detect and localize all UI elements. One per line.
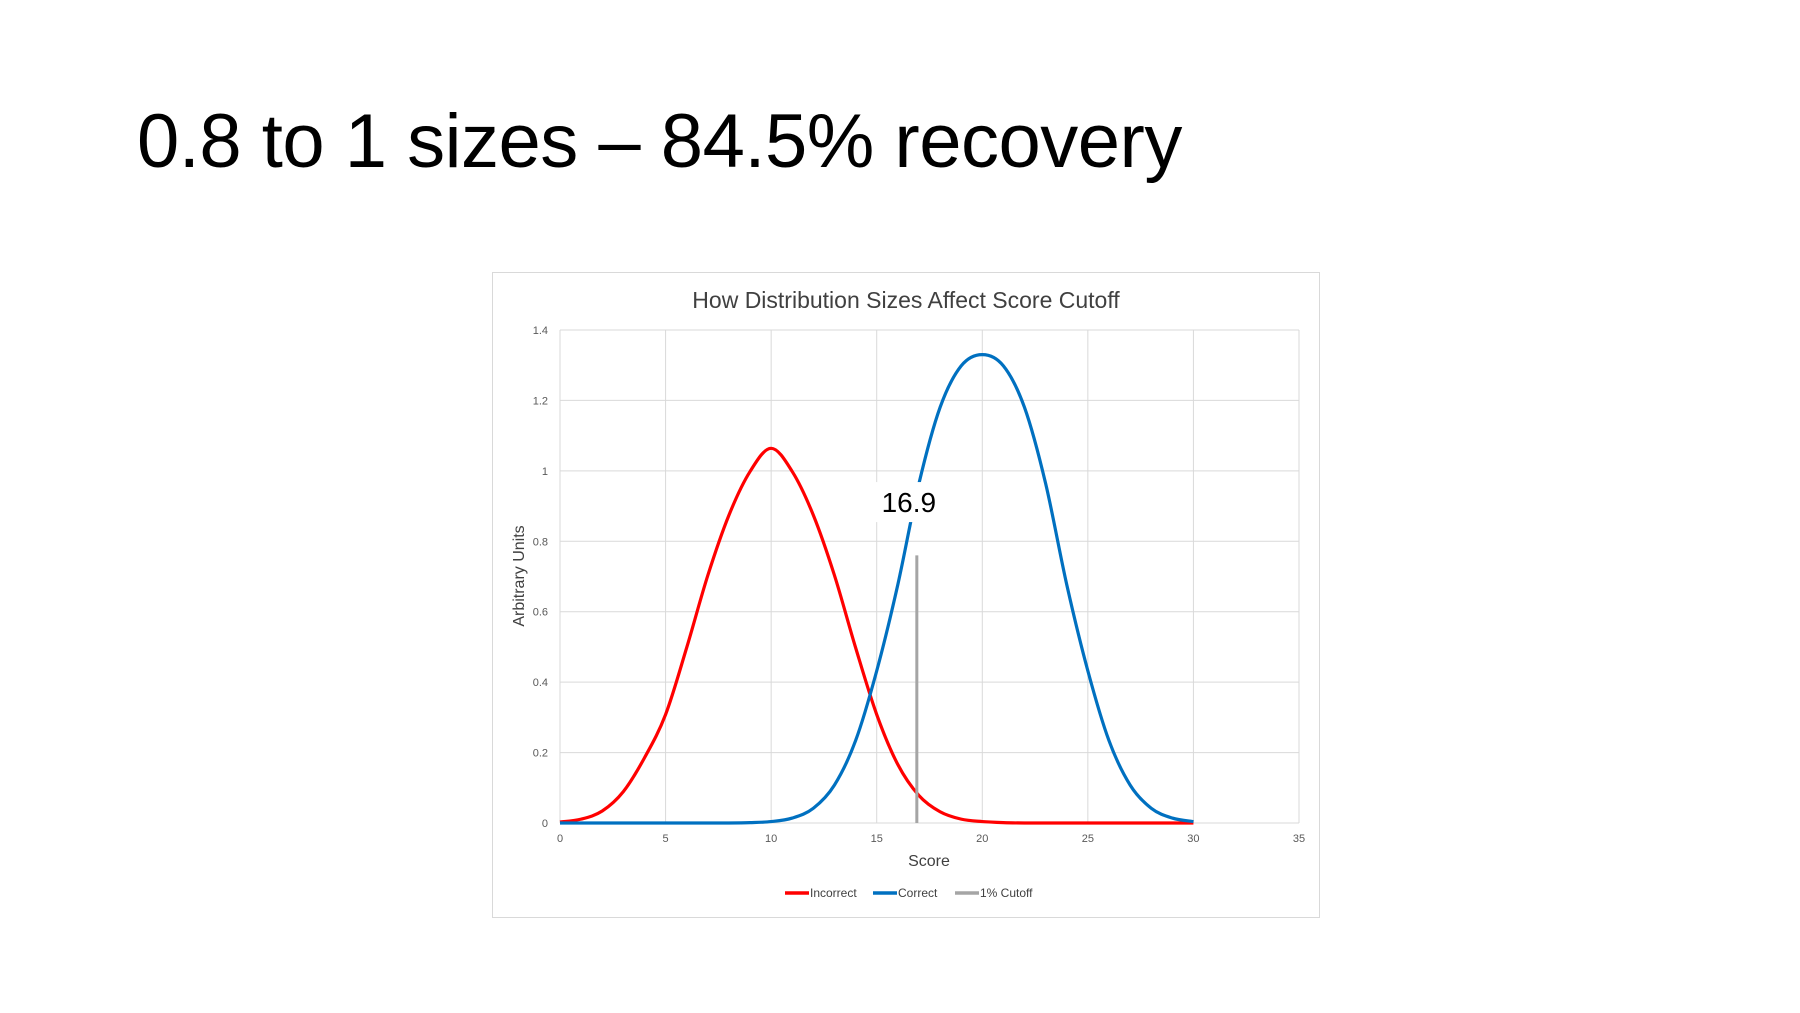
slide-title: 0.8 to 1 sizes – 84.5% recovery [137, 99, 1182, 184]
series-line-incorrect [559, 446, 1194, 825]
cutoff-callout: 16.9 [870, 482, 947, 523]
y-tick-label: 1 [542, 466, 548, 478]
series-lines [559, 353, 1194, 825]
y-tick-label: 1.4 [533, 325, 548, 337]
line-chart: How Distribution Sizes Affect Score Cuto… [511, 287, 1305, 900]
y-tick-label: 0.8 [533, 536, 548, 548]
y-tick-label: 1.2 [533, 395, 548, 407]
x-tick-label: 15 [871, 833, 883, 845]
x-tick-labels: 0 5 10 15 20 25 30 35 [557, 833, 1305, 845]
gridlines [559, 329, 1300, 824]
series-line-correct [559, 353, 1194, 825]
legend: Incorrect Correct 1% Cutoff [785, 886, 1033, 900]
x-tick-label: 25 [1082, 833, 1094, 845]
legend-item: Correct [873, 886, 938, 900]
legend-label: Correct [898, 886, 938, 900]
legend-label: Incorrect [810, 886, 857, 900]
y-tick-label: 0 [542, 818, 548, 830]
chart-title: How Distribution Sizes Affect Score Cuto… [692, 287, 1120, 313]
legend-item: 1% Cutoff [955, 886, 1033, 900]
y-tick-labels: 0 0.2 0.4 0.6 0.8 1 1.2 1.4 [533, 325, 548, 830]
legend-label: 1% Cutoff [980, 886, 1033, 900]
x-tick-label: 35 [1293, 833, 1305, 845]
chart-frame: How Distribution Sizes Affect Score Cuto… [492, 272, 1320, 918]
y-tick-label: 0.4 [533, 677, 548, 689]
callout-background [870, 482, 947, 523]
y-tick-label: 0.2 [533, 748, 548, 760]
legend-item: Incorrect [785, 886, 857, 900]
y-axis-title: Arbitrary Units [511, 525, 528, 626]
x-tick-label: 30 [1187, 833, 1199, 845]
y-tick-label: 0.6 [533, 607, 548, 619]
x-axis-title: Score [908, 853, 950, 870]
x-tick-label: 20 [976, 833, 988, 845]
x-tick-label: 5 [663, 833, 669, 845]
cutoff-value-label: 16.9 [882, 487, 937, 518]
x-tick-label: 0 [557, 833, 563, 845]
x-tick-label: 10 [765, 833, 777, 845]
